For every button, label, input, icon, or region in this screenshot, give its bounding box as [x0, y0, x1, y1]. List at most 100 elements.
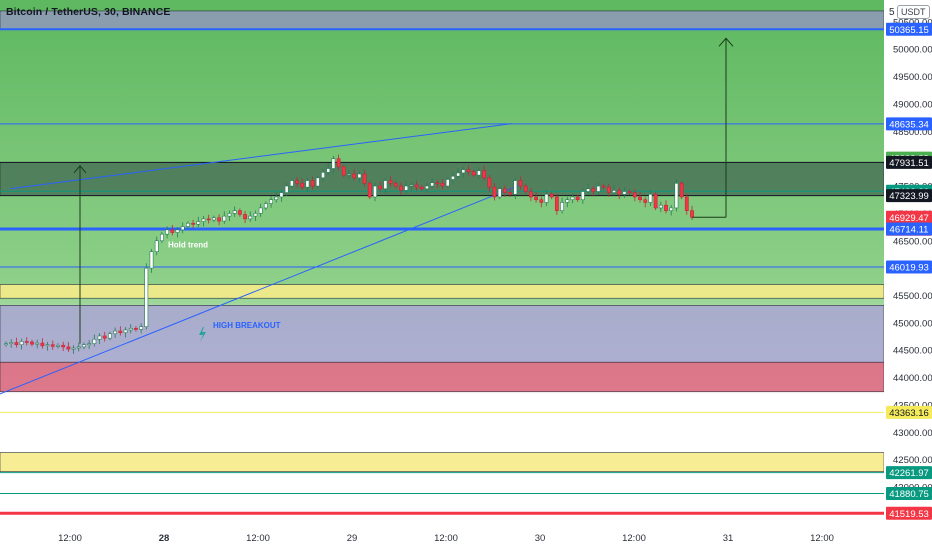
lightning-icon: [199, 327, 206, 342]
candle-body: [684, 196, 689, 211]
candle-body: [165, 229, 170, 235]
currency-badge[interactable]: USDT: [897, 5, 930, 19]
candle-body: [227, 213, 232, 217]
candle-body: [185, 222, 190, 227]
candle-body: [326, 168, 331, 173]
candle-body: [373, 185, 377, 198]
candle-body: [466, 169, 471, 173]
time-scale[interactable]: [0, 522, 884, 550]
candle-body: [144, 267, 149, 327]
candle-body: [622, 191, 627, 195]
candle-body: [435, 182, 440, 185]
candle-body: [539, 199, 544, 203]
candle-body: [154, 240, 159, 252]
candle-body: [451, 175, 455, 180]
candle-body: [528, 191, 533, 198]
candle-body: [638, 196, 642, 201]
candle-body: [40, 342, 45, 347]
candle-body: [414, 184, 419, 188]
candle-body: [560, 202, 564, 211]
candle-body: [61, 344, 66, 348]
candle-body: [45, 344, 50, 347]
candle-body: [534, 196, 538, 201]
candle-body: [160, 233, 164, 242]
candle-body: [523, 185, 528, 192]
red-zone: [0, 361, 884, 393]
candle-body: [378, 185, 383, 190]
candle-body: [653, 193, 658, 209]
candle-body: [87, 343, 92, 346]
candle-body: [425, 185, 429, 190]
range-box: [0, 162, 884, 196]
candle-body: [419, 186, 424, 190]
candle-body: [19, 341, 24, 346]
candle-body: [658, 204, 663, 209]
chart-canvas[interactable]: Hold trend HIGH BREAKOUT: [0, 0, 884, 522]
candle-body: [35, 342, 40, 345]
candle-body: [191, 222, 195, 225]
candle-body: [388, 180, 393, 184]
candle-body: [300, 183, 305, 188]
candle-body: [139, 326, 144, 330]
candle-body: [123, 329, 128, 333]
candle-body: [399, 185, 403, 191]
candle-body: [580, 191, 585, 201]
candle-body: [554, 196, 559, 211]
top-tick-label: 5: [889, 7, 895, 18]
high-breakout-label: HIGH BREAKOUT: [213, 321, 281, 330]
candle-body: [201, 218, 206, 222]
candle-body: [269, 199, 273, 204]
candle-body: [492, 186, 497, 198]
candle-body: [30, 341, 34, 345]
candle-body: [71, 347, 76, 350]
price-scale[interactable]: [884, 0, 932, 522]
candle-body: [367, 183, 372, 198]
candle-body: [404, 185, 409, 191]
candle-body: [336, 158, 341, 168]
candle-body: [409, 184, 414, 187]
candle-body: [170, 229, 175, 233]
symbol-title: Bitcoin / TetherUS, 30, BINANCE: [6, 6, 171, 18]
candle-body: [295, 180, 299, 184]
move-arrow-left-head: [73, 165, 87, 174]
candle-body: [149, 251, 154, 269]
candle-body: [305, 180, 310, 188]
candle-body: [648, 193, 653, 203]
candle-body: [606, 186, 611, 193]
candle-body: [430, 182, 435, 187]
candle-body: [612, 190, 616, 193]
candle-body: [180, 226, 185, 231]
candle-body: [518, 180, 523, 187]
candle-body: [118, 330, 123, 333]
candle-body: [315, 177, 320, 187]
candle-body: [347, 173, 351, 176]
ascending-trendline: [0, 184, 521, 395]
candle-body: [50, 344, 55, 347]
candle-body: [674, 183, 679, 209]
yellow-zone-2: [0, 452, 884, 472]
candle-body: [643, 199, 648, 203]
hold-trend-label: Hold trend: [168, 240, 208, 249]
plot-area[interactable]: Hold trend HIGH BREAKOUT Bitcoin / Tether…: [0, 0, 884, 522]
candle-body: [632, 192, 637, 198]
candle-body: [14, 342, 19, 346]
candle-body: [289, 180, 294, 187]
candle-body: [497, 188, 502, 198]
candle-body: [76, 346, 81, 349]
candle-body: [274, 196, 279, 201]
candle-body: [679, 183, 684, 198]
candle-body: [128, 328, 133, 331]
candle-body: [243, 214, 247, 220]
candle-body: [575, 196, 580, 201]
candle-body: [310, 180, 315, 187]
candle-body: [284, 185, 289, 193]
candle-body: [279, 192, 284, 198]
candle-body: [237, 210, 242, 215]
candle-body: [477, 170, 481, 176]
candle-body: [591, 188, 596, 192]
candle-body: [9, 342, 14, 344]
candle-body: [617, 190, 622, 195]
candle-body: [341, 166, 346, 176]
candle-body: [669, 207, 674, 211]
